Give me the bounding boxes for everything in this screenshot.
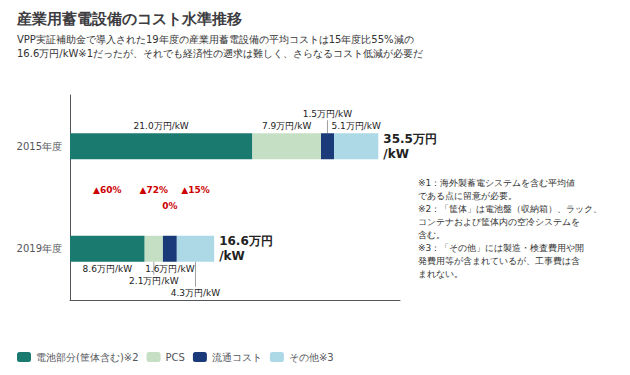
svg-text:流通コスト: 流通コスト — [212, 352, 262, 363]
svg-text:2015年度: 2015年度 — [17, 141, 62, 152]
svg-text:8.6万円/kW: 8.6万円/kW — [83, 264, 133, 274]
svg-text:21.0万円/kW: 21.0万円/kW — [134, 121, 189, 131]
svg-text:コンテナおよび筐体内の空冷システムを: コンテナおよび筐体内の空冷システムを — [418, 217, 580, 227]
svg-text:その他※3: その他※3 — [289, 352, 334, 363]
svg-text:※1：海外製蓄電システムを含む平均値: ※1：海外製蓄電システムを含む平均値 — [418, 178, 575, 188]
svg-text:※3：「その他」には製造・検査費用や開: ※3：「その他」には製造・検査費用や開 — [418, 243, 584, 253]
svg-text:▲72%: ▲72% — [140, 185, 168, 195]
svg-text:5.1万円/kW: 5.1万円/kW — [331, 121, 381, 131]
svg-text:1.5万円/kW: 1.5万円/kW — [303, 109, 353, 119]
svg-text:7.9万円/kW: 7.9万円/kW — [262, 121, 312, 131]
svg-text:/kW: /kW — [219, 249, 245, 263]
svg-text:▲15%: ▲15% — [181, 185, 209, 195]
svg-text:発費用等が含まれているが、工事費は含: 発費用等が含まれているが、工事費は含 — [418, 256, 580, 266]
svg-text:4.3万円/kW: 4.3万円/kW — [171, 288, 221, 298]
svg-text:である点に留意が必要。: である点に留意が必要。 — [418, 191, 517, 201]
svg-text:16.6万円/kW※1だったが、それでも経済性の遡求は難しく: 16.6万円/kW※1だったが、それでも経済性の遡求は難しく、さらなるコスト低減… — [17, 48, 423, 59]
svg-text:産業用蓄電設備のコスト水準推移: 産業用蓄電設備のコスト水準推移 — [16, 10, 242, 28]
svg-text:PCS: PCS — [166, 352, 185, 363]
svg-text:35.5万円: 35.5万円 — [383, 132, 437, 146]
svg-text:VPP実証補助金で導入された19年度の産業用蓄電設備の平均コ: VPP実証補助金で導入された19年度の産業用蓄電設備の平均コストは15年度比55… — [17, 34, 414, 45]
svg-text:▲60%: ▲60% — [93, 185, 121, 195]
svg-text:1.6万円/kW: 1.6万円/kW — [145, 264, 195, 274]
svg-text:/kW: /kW — [383, 147, 409, 161]
svg-text:電池部分(筐体含む)※2: 電池部分(筐体含む)※2 — [36, 352, 139, 363]
svg-text:2019年度: 2019年度 — [17, 243, 62, 254]
svg-text:まれない。: まれない。 — [418, 269, 463, 279]
svg-text:16.6万円: 16.6万円 — [219, 234, 273, 248]
svg-text:※2：「筐体」は電池盤（収納箱）、ラック、: ※2：「筐体」は電池盤（収納箱）、ラック、 — [418, 204, 602, 214]
svg-text:0%: 0% — [162, 201, 177, 211]
svg-text:含む。: 含む。 — [418, 230, 445, 240]
svg-text:2.1万円/kW: 2.1万円/kW — [129, 276, 179, 286]
